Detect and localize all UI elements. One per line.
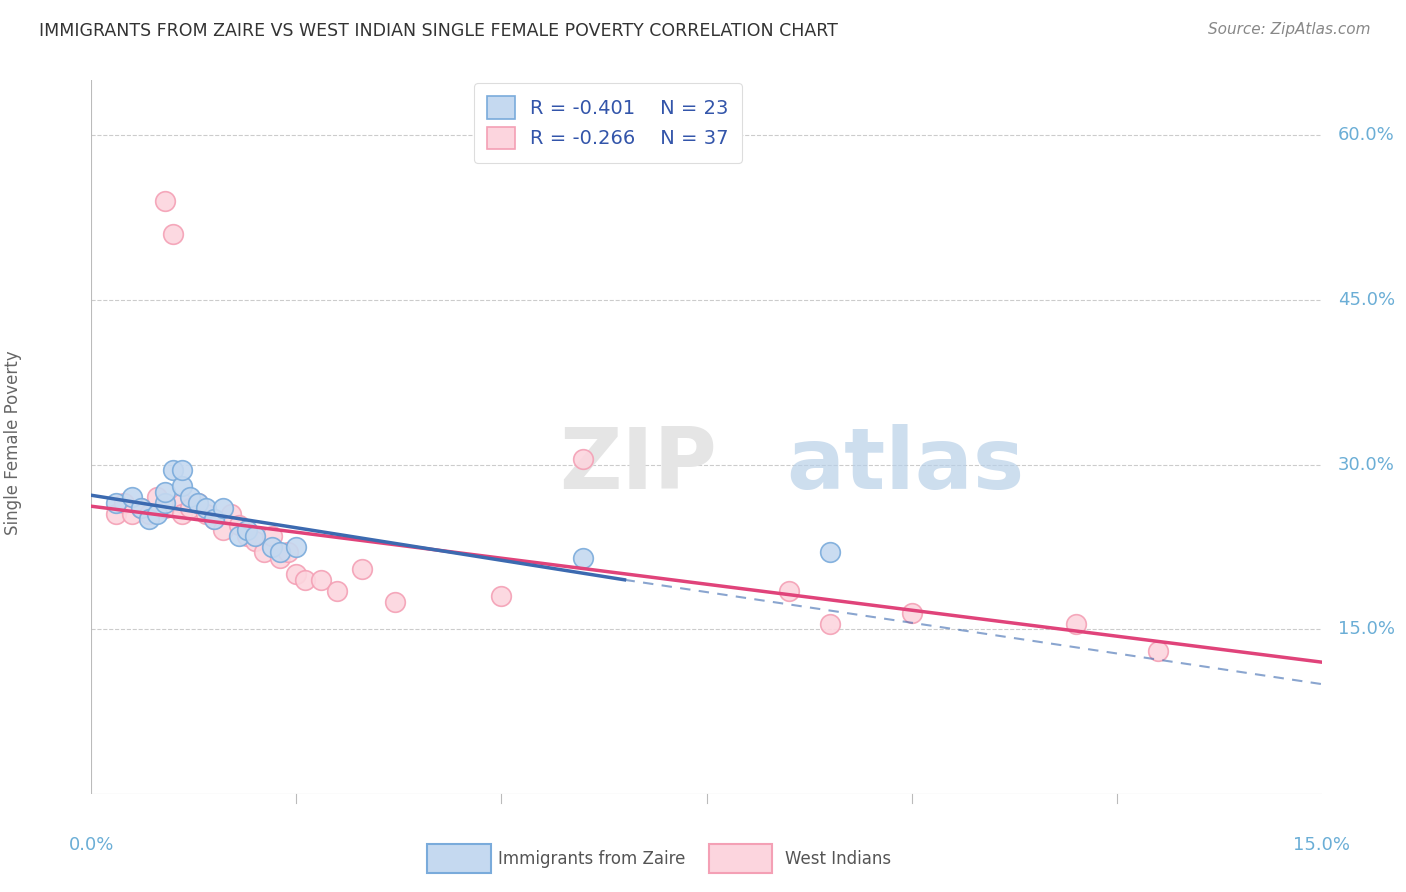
Point (309, 573, 332, 587)
Point (153, 485, 177, 500)
Point (112, 496, 135, 510)
Point (326, 583, 349, 598)
Point (491, 589, 513, 603)
Point (202, 512, 225, 526)
Point (153, 194, 177, 208)
Point (170, 463, 193, 477)
Point (384, 595, 406, 609)
Text: Single Female Poverty: Single Female Poverty (4, 351, 22, 535)
Point (1146, 644, 1168, 658)
Point (179, 501, 201, 516)
Text: 45.0%: 45.0% (1339, 291, 1395, 309)
Point (121, 491, 143, 505)
Point (228, 529, 250, 543)
Point (138, 507, 160, 521)
Point (162, 463, 184, 477)
Point (269, 545, 291, 559)
Point (121, 507, 143, 521)
Text: 60.0%: 60.0% (1339, 126, 1395, 145)
Point (294, 573, 316, 587)
Text: IMMIGRANTS FROM ZAIRE VS WEST INDIAN SINGLE FEMALE POVERTY CORRELATION CHART: IMMIGRANTS FROM ZAIRE VS WEST INDIAN SIN… (39, 22, 838, 40)
Point (572, 452, 595, 467)
Text: Immigrants from Zaire: Immigrants from Zaire (498, 849, 685, 868)
Point (187, 496, 209, 510)
Point (162, 227, 184, 241)
Point (195, 501, 218, 516)
Point (236, 524, 259, 538)
Point (153, 501, 177, 516)
Point (1064, 616, 1087, 631)
Text: 15.0%: 15.0% (1294, 836, 1350, 854)
Point (260, 540, 283, 554)
Text: Source: ZipAtlas.com: Source: ZipAtlas.com (1208, 22, 1371, 37)
Text: 15.0%: 15.0% (1339, 620, 1395, 638)
Point (146, 507, 169, 521)
Point (277, 545, 299, 559)
Point (572, 550, 595, 565)
Point (285, 540, 308, 554)
Point (195, 507, 218, 521)
Point (153, 496, 177, 510)
Point (138, 512, 160, 526)
Point (219, 507, 242, 521)
Point (245, 529, 267, 543)
Point (236, 529, 259, 543)
Point (105, 496, 127, 510)
Point (818, 545, 841, 559)
Point (179, 491, 201, 505)
Text: ZIP: ZIP (558, 424, 717, 508)
Point (202, 512, 225, 526)
Point (105, 507, 127, 521)
Point (211, 524, 233, 538)
Point (187, 496, 209, 510)
FancyBboxPatch shape (709, 844, 772, 873)
Point (900, 606, 922, 620)
Point (260, 529, 283, 543)
Point (170, 479, 193, 493)
Point (211, 501, 233, 516)
Text: atlas: atlas (786, 424, 1025, 508)
Point (228, 517, 250, 532)
Point (778, 583, 800, 598)
Point (245, 534, 267, 549)
Point (129, 501, 152, 516)
FancyBboxPatch shape (427, 844, 491, 873)
Point (818, 616, 841, 631)
Point (170, 507, 193, 521)
Text: West Indians: West Indians (785, 849, 890, 868)
Text: 0.0%: 0.0% (69, 836, 114, 854)
Point (285, 567, 308, 582)
Point (170, 496, 193, 510)
Text: 30.0%: 30.0% (1339, 456, 1395, 474)
Legend: R = -0.401    N = 23, R = -0.266    N = 37: R = -0.401 N = 23, R = -0.266 N = 37 (474, 83, 742, 162)
Point (253, 545, 276, 559)
Point (129, 501, 152, 516)
Point (352, 562, 374, 576)
Point (269, 550, 291, 565)
Point (146, 491, 169, 505)
